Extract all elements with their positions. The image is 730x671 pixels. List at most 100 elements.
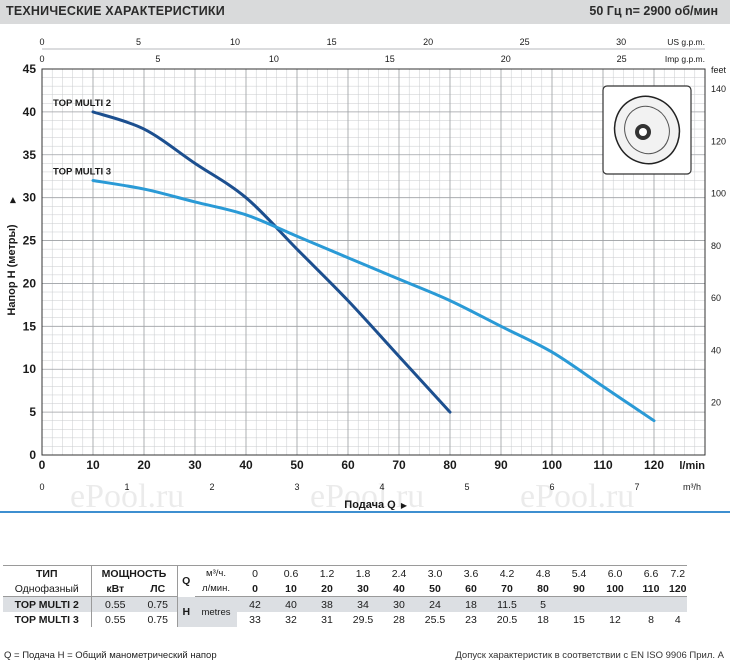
page-title: ТЕХНИЧЕСКИЕ ХАРАКТЕРИСТИКИ [6,4,225,18]
y-tick-label: 30 [23,191,37,205]
imp-gpm-tick-label: 5 [155,54,160,64]
head-value-cell: 11.5 [489,596,525,612]
flow-lmin-cell: 70 [489,581,525,597]
y-tick-label: 25 [23,234,37,248]
type-header: ТИП [3,565,91,581]
series-label: TOP MULTI 3 [53,167,111,178]
head-value-cell: 12 [609,613,621,626]
series-line-2 [91,179,656,423]
flow-lmin-cell: 100 [597,581,633,597]
x-tick-label: 50 [290,458,304,472]
y-tick-label: 0 [29,448,36,462]
y-tick-label: 10 [23,362,37,376]
head-value-cell: 24 [417,596,453,612]
flow-m3h-cell: 4.2 [489,565,525,581]
imp-gpm-unit-label: Imp g.p.m. [665,54,705,64]
m3h-tick-label: 3 [294,482,299,492]
head-value-cell: 30 [381,596,417,612]
y-tick-label: 35 [23,148,37,162]
watermark: ePool.ru [70,478,184,510]
head-value-cell: 31 [321,613,333,626]
m3h-unit-label: m³/h [683,482,701,492]
series-line-1 [91,110,452,414]
q-header: Q [176,565,195,597]
x-tick-label: 110 [593,458,613,472]
h-unit: metres [195,596,237,627]
imp-gpm-tick-label: 10 [269,54,279,64]
feet-tick-label: 40 [711,345,721,355]
head-value-cell: 38 [309,596,345,612]
flow-lmin-cell: 110 [633,581,669,597]
m3h-tick-label: 2 [209,482,214,492]
power-hp-cell: 0.75 [139,596,177,612]
impeller-bore-icon [639,128,647,136]
us-gpm-tick-label: 20 [423,37,433,47]
m3h-tick-label: 7 [634,482,639,492]
imp-gpm-tick-label: 25 [617,54,627,64]
feet-tick-label: 20 [711,398,721,408]
flow-m3h-cell: 3.6 [453,565,489,581]
x-tick-label: 90 [494,458,508,472]
y-tick-label: 15 [23,319,37,333]
tolerance-note: Допуск характеристик в соответствии с EN… [455,650,724,661]
header-bar: ТЕХНИЧЕСКИЕ ХАРАКТЕРИСТИКИ 50 Гц n= 2900… [0,0,730,24]
us-gpm-tick-label: 0 [39,37,44,47]
m3h-tick-label: 4 [379,482,384,492]
flow-lmin-cell: 30 [345,581,381,597]
head-value-cell: 28 [393,613,405,626]
x-tick-label: 120 [644,458,664,472]
feet-tick-label: 100 [711,189,726,199]
series-label: TOP MULTI 2 [53,98,111,109]
phase-label: Однофазный [3,581,91,597]
m3h-tick-label: 6 [549,482,554,492]
separator-line [0,511,730,513]
flow-m3h-cell: 1.8 [345,565,381,581]
x-tick-label: 10 [86,458,100,472]
flow-m3h-cell: 4.8 [525,565,561,581]
y-axis-label: Напор H (метры) [6,224,18,315]
h-header: H [176,596,195,627]
head-value-cell: 15 [573,613,585,626]
flow-lmin-cell: 120 [669,581,687,597]
model-name: TOP MULTI 2 [3,596,91,612]
y-tick-label: 20 [23,276,37,290]
x-axis-arrow-icon: ▶ [401,501,408,510]
head-value-cell: 5 [525,596,561,612]
flow-m3h-cell: 7.2 [669,565,687,581]
y-axis-arrow-icon: ▶ [8,196,17,203]
watermark: ePool.ru [310,478,424,510]
us-gpm-tick-label: 15 [327,37,337,47]
x-tick-label: 30 [188,458,202,472]
head-value-cell [597,596,633,612]
power-kw-cell: 0.55 [90,612,139,627]
flow-m3h-cell: 2.4 [381,565,417,581]
legend-note: Q = Подача H = Общий манометрический нап… [4,650,217,661]
flow-m3h-cell: 3.0 [417,565,453,581]
x-tick-label: 20 [137,458,151,472]
head-value-cell: 4 [674,613,681,626]
flow-lmin-cell: 40 [381,581,417,597]
flow-m3h-cell: 6.6 [633,565,669,581]
us-gpm-tick-label: 25 [520,37,530,47]
hp-header: ЛС [139,581,177,597]
us-gpm-tick-label: 5 [136,37,141,47]
head-value-cell: 33 [249,613,261,626]
m3h-tick-label: 5 [464,482,469,492]
head-value-cell: 34 [345,596,381,612]
flow-lmin-cell: 80 [525,581,561,597]
y-tick-label: 5 [29,405,36,419]
feet-tick-label: 60 [711,293,721,303]
y-tick-label: 40 [23,105,37,119]
flow-m3h-cell: 5.4 [561,565,597,581]
m3h-tick-label: 0 [39,482,44,492]
head-value-cell: 18 [453,596,489,612]
power-hp-cell: 0.75 [147,613,168,626]
head-value-cell [669,596,687,612]
x-unit-label: l/min [679,460,705,472]
x-tick-label: 40 [239,458,253,472]
flow-lmin-cell: 20 [309,581,345,597]
feet-tick-label: 120 [711,136,726,146]
head-value-cell [633,596,669,612]
